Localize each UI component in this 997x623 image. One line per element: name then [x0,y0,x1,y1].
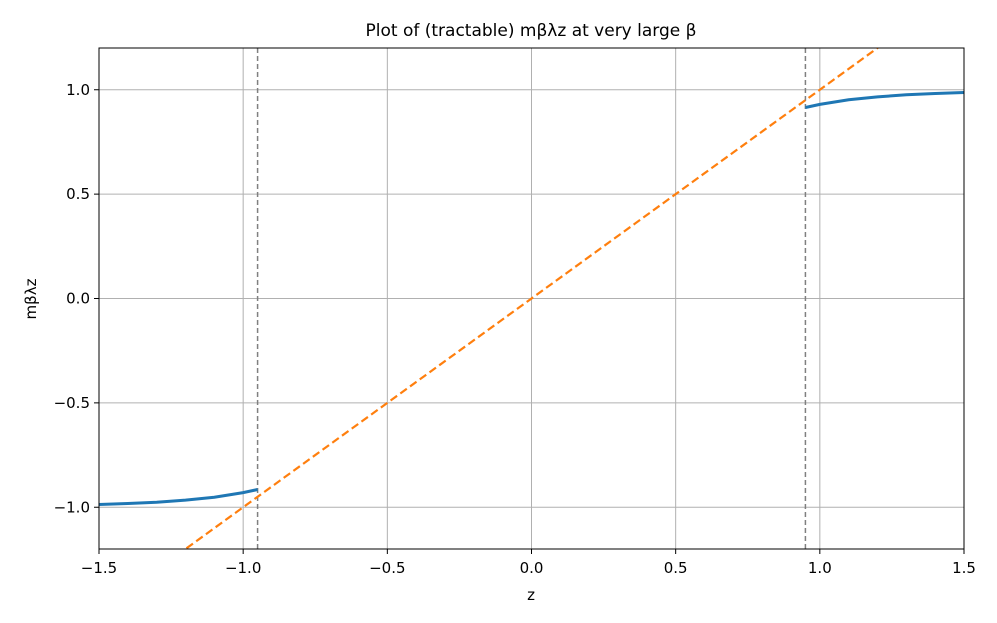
x-axis-label: z [527,586,535,604]
y-tick-label: 0.5 [66,185,90,203]
plot-area [99,48,964,549]
data-line [99,90,964,507]
x-tick-label: 0.0 [520,559,544,577]
grid [98,48,965,549]
data-line [183,48,880,549]
x-tick-label: −1.0 [225,559,261,577]
y-tick-label: 0.0 [66,290,90,308]
y-tick-label: −0.5 [54,394,90,412]
x-tick-label: 1.5 [952,559,976,577]
y-tick-label: 1.0 [66,81,90,99]
x-tick-label: −0.5 [369,559,405,577]
x-tick-label: −1.5 [81,559,117,577]
ticks: −1.5 −1.0 −0.5 0.0 0.5 1.0 1.5 −1.0 −0.5 0.0 0.5 1.… [54,81,976,577]
y-axis-label: mβλz [22,278,40,319]
x-tick-label: 1.0 [808,559,832,577]
x-tick-label: 0.5 [664,559,688,577]
y-tick-label: −1.0 [54,498,90,516]
chart-title: Plot of (tractable) mβλz at very large β [366,21,697,41]
